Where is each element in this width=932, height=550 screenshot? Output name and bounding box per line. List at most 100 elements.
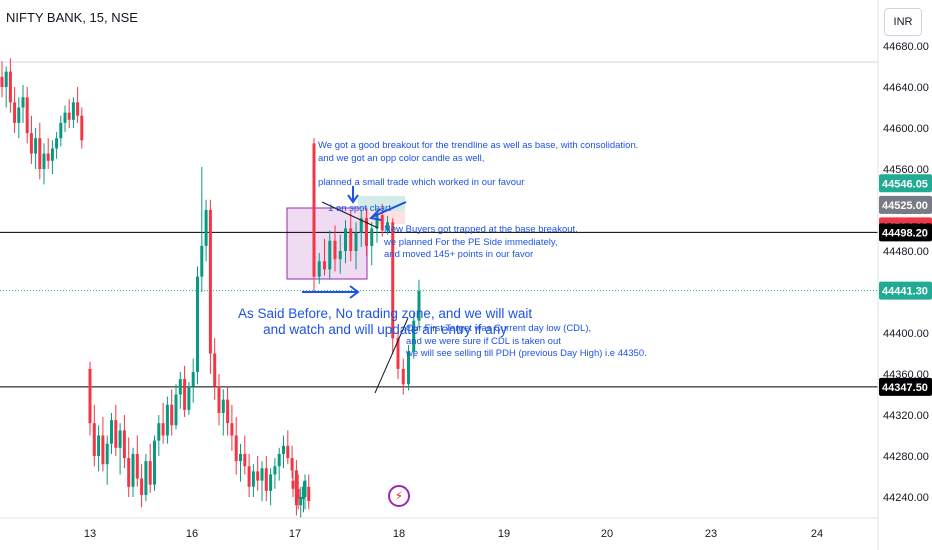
candle-body bbox=[144, 461, 148, 495]
price-label-bg bbox=[879, 281, 932, 300]
candle-body bbox=[148, 461, 152, 485]
candle-body bbox=[282, 445, 285, 454]
candle-body bbox=[277, 453, 281, 467]
candle-body bbox=[17, 107, 21, 123]
candle-body bbox=[114, 420, 118, 448]
candle-body bbox=[42, 153, 46, 169]
candle-body bbox=[204, 210, 208, 246]
annotation-drawings bbox=[302, 186, 409, 394]
annotation-trapped-buyers: New Buyers got trapped at the base break… bbox=[384, 224, 578, 260]
annotation-spot-chart: 1 on spot chart bbox=[328, 203, 391, 214]
price-label-bg bbox=[879, 377, 932, 396]
lightning-icon[interactable]: ⚡ bbox=[388, 485, 410, 507]
arrow-right-head bbox=[349, 285, 360, 299]
candle-body bbox=[251, 471, 255, 487]
price-tick-label: 44480.00 bbox=[883, 246, 929, 258]
candle-body bbox=[407, 351, 410, 385]
price-tick-label: 44640.00 bbox=[883, 82, 929, 94]
time-tick-label: 17 bbox=[289, 528, 301, 540]
candle-body bbox=[170, 404, 174, 426]
candle-body bbox=[260, 468, 264, 481]
candle-body bbox=[333, 240, 337, 260]
annotation-first-target: Our First Target was Current day low (CD… bbox=[406, 323, 647, 359]
price-label: 44347.50 bbox=[882, 382, 928, 394]
candle-body bbox=[213, 353, 217, 387]
annotation-no-trading-zone: As Said Before, No trading zone, and we … bbox=[238, 306, 533, 337]
candle-body bbox=[226, 399, 230, 424]
candle-body bbox=[380, 215, 384, 231]
currency-button[interactable]: INR bbox=[884, 8, 922, 36]
candle-body bbox=[256, 471, 260, 481]
support-trendline bbox=[374, 317, 409, 394]
candle-body bbox=[135, 453, 139, 479]
time-tick-label: 18 bbox=[393, 528, 405, 540]
candle-body bbox=[165, 404, 169, 436]
candle-body bbox=[375, 215, 379, 229]
candle-body bbox=[412, 320, 416, 352]
candle-body bbox=[174, 394, 178, 426]
price-labels: 44546.0544525.0044504.0044498.2044441.30… bbox=[879, 174, 932, 396]
candle-body bbox=[317, 261, 321, 277]
symbol-title[interactable]: NIFTY BANK, 15, NSE bbox=[6, 10, 138, 25]
candle-body bbox=[391, 222, 395, 339]
candle-body bbox=[187, 386, 191, 410]
candle-body bbox=[140, 478, 144, 495]
candles-group bbox=[0, 58, 421, 518]
candle-body bbox=[67, 112, 71, 120]
candle-body bbox=[178, 379, 182, 395]
candle-body bbox=[247, 466, 251, 487]
arrow-left bbox=[371, 201, 407, 218]
candle-body bbox=[92, 423, 96, 456]
candle-body bbox=[127, 458, 131, 487]
candle-body bbox=[157, 423, 161, 441]
candle-body bbox=[269, 474, 273, 491]
price-tick-label: 44320.00 bbox=[883, 410, 929, 422]
candle-body bbox=[273, 466, 277, 475]
candle-body bbox=[239, 453, 242, 462]
candle-body bbox=[328, 240, 332, 270]
time-tick-label: 19 bbox=[498, 528, 510, 540]
candle-body bbox=[221, 399, 225, 413]
candle-body bbox=[13, 102, 17, 123]
candle-body bbox=[290, 458, 294, 471]
candle-body bbox=[21, 97, 25, 108]
candle-body bbox=[299, 497, 303, 506]
candle-body bbox=[101, 435, 105, 465]
time-tick-label: 13 bbox=[84, 528, 96, 540]
candle-body bbox=[230, 423, 234, 436]
candle-body bbox=[264, 468, 268, 491]
candle-body bbox=[312, 143, 316, 277]
candle-body bbox=[338, 251, 342, 260]
candle-body bbox=[118, 430, 122, 448]
candle-body bbox=[131, 453, 135, 487]
price-label-bg bbox=[879, 223, 932, 242]
candle-body bbox=[46, 153, 50, 161]
candle-body bbox=[34, 138, 38, 154]
price-label-bg bbox=[879, 174, 932, 193]
price-tick-label: 44560.00 bbox=[883, 164, 929, 176]
candle-body bbox=[208, 210, 212, 354]
candle-body bbox=[122, 430, 126, 459]
candle-body bbox=[55, 138, 59, 149]
candle-body bbox=[200, 245, 204, 277]
price-tick-label: 44240.00 bbox=[883, 492, 929, 504]
candle-body bbox=[38, 138, 42, 169]
candle-body bbox=[401, 368, 405, 385]
candle-body bbox=[294, 470, 298, 506]
candle-body bbox=[217, 386, 221, 413]
candle-body bbox=[234, 435, 238, 462]
annotation-breakout: We got a good breakout for the trendline… bbox=[318, 140, 639, 164]
candle-body bbox=[354, 232, 358, 251]
candle-body bbox=[359, 218, 363, 233]
price-label: 44498.20 bbox=[882, 227, 928, 239]
price-tick-label: 44680.00 bbox=[883, 41, 929, 53]
candle-body bbox=[191, 371, 195, 387]
candle-body bbox=[344, 228, 347, 251]
candle-body bbox=[110, 420, 113, 444]
candle-body bbox=[302, 486, 305, 500]
candle-body bbox=[307, 486, 311, 502]
candle-body bbox=[29, 133, 33, 154]
candle-body bbox=[25, 97, 29, 134]
